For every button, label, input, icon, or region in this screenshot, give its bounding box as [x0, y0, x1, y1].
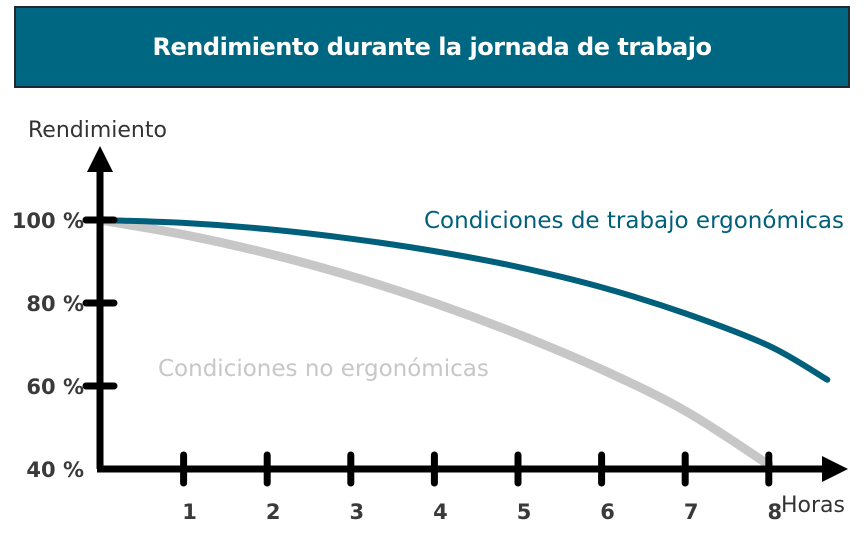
- series-label-ergonomic: Condiciones de trabajo ergonómicas: [424, 208, 844, 234]
- series-line-ergonomic: [97, 217, 831, 383]
- y-tick-label: 40 %: [26, 458, 84, 482]
- y-tick-label: 60 %: [26, 375, 84, 399]
- x-tick-label: 2: [266, 500, 281, 524]
- y-tick-label: 100 %: [12, 209, 84, 233]
- x-tick-label: 8: [767, 500, 782, 524]
- y-axis-arrowhead: [87, 146, 113, 172]
- x-tick-label: 4: [433, 500, 448, 524]
- y-tick-label: 80 %: [26, 292, 84, 316]
- y-axis-title: Rendimiento: [28, 118, 167, 143]
- series-line-non-ergonomic: [95, 215, 774, 470]
- x-tick-label: 7: [684, 500, 699, 524]
- x-tick-label: 5: [517, 500, 532, 524]
- x-axis-title: Horas: [781, 493, 845, 518]
- chart-title-banner: Rendimiento durante la jornada de trabaj…: [14, 6, 850, 88]
- x-axis-arrowhead: [822, 456, 848, 482]
- x-tick-label: 1: [182, 500, 197, 524]
- chart-title: Rendimiento durante la jornada de trabaj…: [152, 33, 712, 61]
- x-tick-label: 6: [600, 500, 615, 524]
- x-tick-label: 3: [349, 500, 364, 524]
- series-label-non-ergonomic: Condiciones no ergonómicas: [158, 356, 489, 382]
